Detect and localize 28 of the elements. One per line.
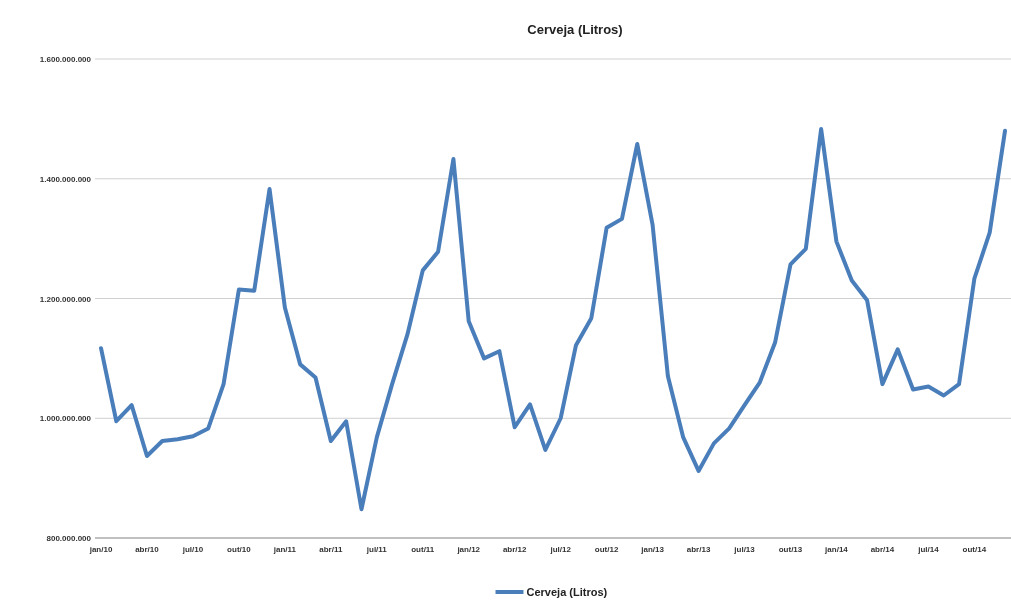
x-tick-label: out/12 — [594, 545, 619, 554]
x-tick-label: jul/11 — [365, 545, 388, 554]
y-tick-label: 1.200.000.000 — [39, 294, 92, 304]
x-tick-label: jul/10 — [181, 545, 204, 554]
x-tick-label: abr/13 — [686, 545, 711, 554]
x-tick-label: abr/14 — [870, 545, 895, 554]
x-tick-label: jan/14 — [824, 545, 849, 554]
x-tick-label: jul/13 — [733, 545, 756, 554]
y-tick-label: 1.000.000.000 — [39, 414, 92, 424]
x-tick-label: abr/10 — [135, 545, 160, 554]
x-tick-label: abr/11 — [319, 545, 343, 554]
x-tick-label: abr/12 — [502, 545, 528, 554]
y-tick-label: 800.000.000 — [46, 534, 92, 543]
line-series — [99, 127, 1007, 512]
y-tick-label: 1.400.000.000 — [39, 174, 92, 184]
x-tick-label: jan/10 — [88, 545, 113, 554]
x-tick-label: jan/12 — [456, 545, 481, 554]
legend-label: Cerveja (Litros) — [526, 586, 608, 598]
x-tick-label: jul/12 — [549, 545, 572, 554]
x-tick-label: jul/14 — [917, 545, 940, 554]
x-tick-label: out/10 — [227, 545, 252, 554]
x-tick-label: out/13 — [778, 545, 803, 554]
x-tick-label: jan/11 — [272, 545, 297, 554]
y-tick-label: 1.600.000.000 — [39, 55, 92, 64]
chart-title: Cerveja (Litros) — [527, 22, 623, 37]
x-tick-label: out/14 — [962, 545, 987, 554]
x-tick-label: out/11 — [411, 545, 435, 554]
x-tick-label: jan/13 — [640, 545, 665, 554]
